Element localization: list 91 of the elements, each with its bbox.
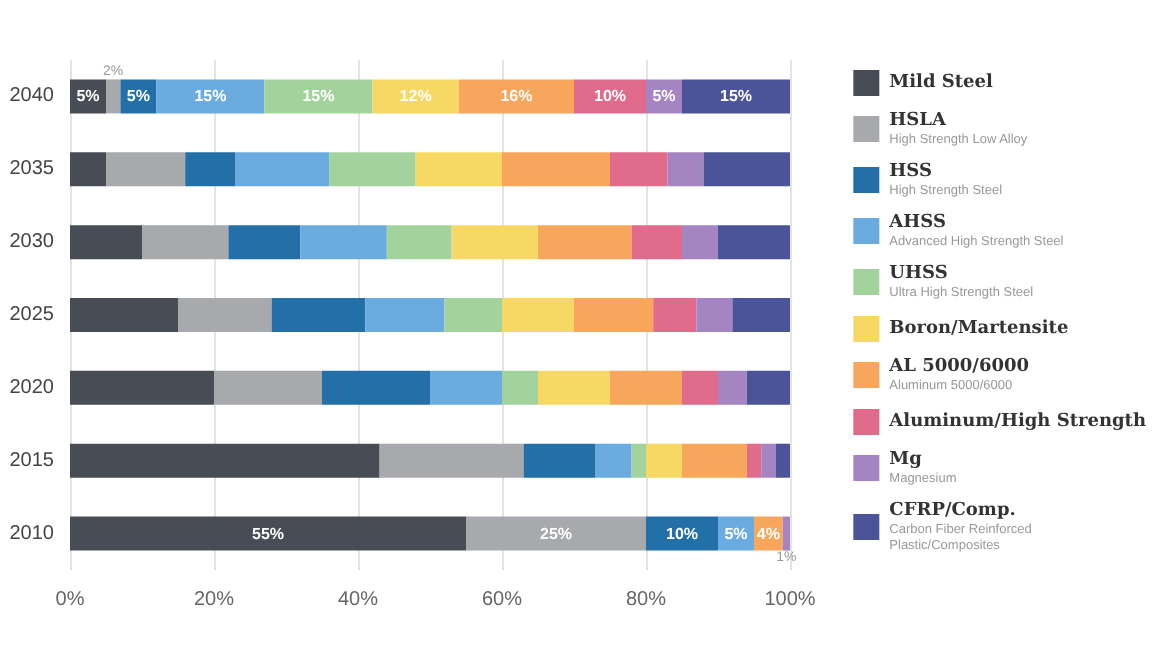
bar [631, 225, 682, 260]
bar [502, 298, 574, 332]
bar [386, 225, 452, 260]
bar [214, 370, 322, 405]
x-tick-label: 20% [193, 589, 235, 611]
data-label: 15% [194, 87, 227, 106]
bar [379, 443, 524, 478]
bar [106, 79, 121, 114]
x-tick-label: 80% [625, 589, 667, 611]
bar [703, 152, 790, 187]
bar [70, 225, 142, 260]
bar [466, 516, 646, 551]
bar [718, 370, 747, 405]
bar [682, 225, 718, 260]
data-label: 5% [652, 87, 676, 106]
bar [646, 443, 682, 478]
bar [682, 443, 747, 478]
bar [782, 516, 790, 551]
y-tick-label: 2010 [9, 522, 55, 545]
bar [106, 152, 186, 187]
bar [264, 79, 373, 114]
bar [142, 225, 229, 260]
x-tick-label: 0% [55, 589, 85, 611]
data-label: 4% [756, 524, 780, 543]
bar [185, 152, 236, 187]
bar [415, 152, 502, 187]
bar [70, 516, 466, 551]
legend-label: Mild Steel [889, 73, 994, 93]
bar [667, 152, 704, 187]
data-label: 10% [665, 524, 699, 543]
bar [646, 516, 718, 551]
y-tick-label: 2015 [9, 449, 55, 472]
y-tick-label: 2030 [9, 231, 55, 254]
x-tick-label: 40% [337, 589, 379, 611]
data-label: 25% [539, 524, 573, 543]
bar [365, 298, 445, 332]
bar [523, 443, 596, 478]
bar [761, 443, 776, 478]
data-label: 5% [724, 524, 748, 543]
bar [538, 225, 632, 260]
bar [610, 370, 682, 405]
bar [775, 443, 790, 478]
y-tick-label: 2040 [9, 85, 55, 108]
y-tick-label: 2020 [9, 376, 55, 399]
bar [653, 298, 697, 332]
x-tick-label: 60% [481, 589, 523, 611]
bar [631, 443, 646, 478]
bar [746, 443, 762, 478]
data-label: 12% [399, 87, 432, 106]
bar [502, 152, 610, 187]
bar [70, 298, 178, 332]
data-label: 15% [302, 87, 335, 106]
bar [458, 79, 574, 114]
legend-label: Aluminum/High Strength [887, 412, 1147, 432]
bar [610, 152, 668, 187]
bar [70, 370, 214, 405]
y-tick-label: 2035 [9, 158, 55, 181]
bar [70, 443, 380, 478]
data-label: 5% [126, 87, 150, 106]
x-tick-label: 100% [764, 589, 816, 611]
bar [444, 298, 502, 332]
bar [271, 298, 366, 332]
bar [682, 79, 790, 114]
bar [538, 370, 610, 405]
legend-label: Boron/Martensite [889, 319, 1069, 339]
bar [235, 152, 330, 187]
bar [746, 370, 790, 405]
bar [682, 370, 718, 405]
bar [430, 370, 502, 405]
bar [574, 79, 646, 114]
data-label: 10% [593, 87, 627, 106]
bar [178, 298, 272, 332]
bar [502, 370, 538, 405]
bar [372, 79, 459, 114]
bar [595, 443, 632, 478]
bar [329, 152, 416, 187]
data-label: 55% [251, 524, 285, 543]
bar [718, 225, 790, 260]
bar [732, 298, 790, 332]
y-tick-label: 2025 [9, 304, 55, 326]
data-label: 5% [76, 87, 100, 106]
bar [696, 298, 733, 332]
bar [574, 298, 654, 332]
bar [70, 152, 106, 187]
data-label: 15% [719, 87, 753, 106]
bar [228, 225, 301, 260]
data-label: 16% [500, 87, 533, 106]
bar [300, 225, 387, 260]
bar [451, 225, 538, 260]
bar [156, 79, 265, 114]
bar [322, 370, 430, 405]
